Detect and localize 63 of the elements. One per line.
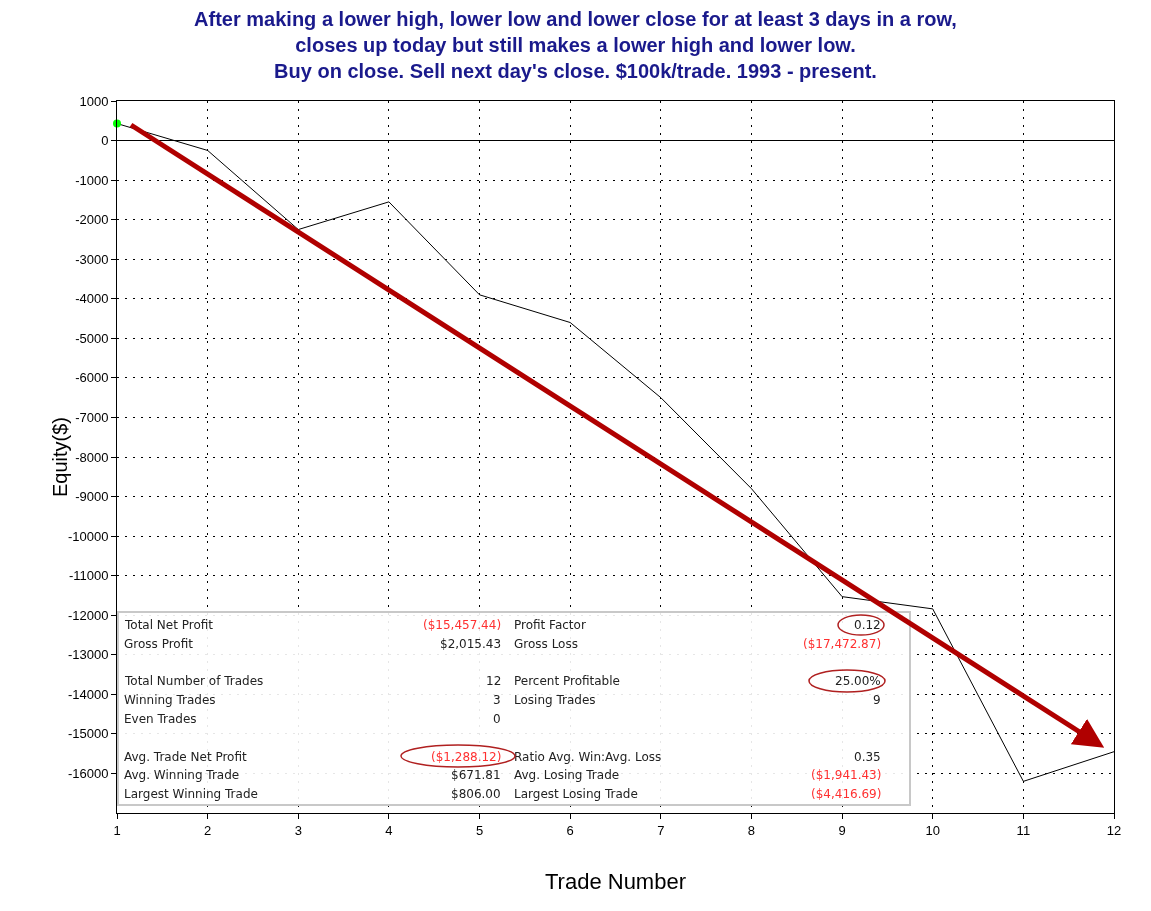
annotation: Losing Trades [514, 693, 596, 707]
y-tick-label: -10000 [67, 528, 109, 544]
x-tick-label: 9 [838, 822, 846, 838]
annotation: 12 [486, 674, 502, 688]
annotation: Total Number of Trades [124, 674, 264, 688]
y-axis-title: Equity($) [49, 416, 71, 498]
y-tick-label: -8000 [75, 449, 109, 465]
annotation: 3 [493, 693, 501, 707]
y-tick-label: -13000 [67, 647, 109, 663]
annotation: 0.12 [854, 618, 881, 632]
y-tick-label: -4000 [75, 291, 109, 307]
annotation: Percent Profitable [514, 674, 620, 688]
annotation: ($15,457.44) [423, 618, 502, 632]
y-tick-label: -2000 [75, 212, 109, 228]
x-tick-label: 12 [1106, 822, 1122, 838]
annotation: Winning Trades [124, 693, 216, 707]
y-tick-label: -9000 [75, 489, 109, 505]
annotation: 0 [493, 712, 501, 726]
x-tick-label: 10 [925, 822, 940, 838]
x-tick-label: 1 [113, 822, 121, 838]
y-tick-label: -11000 [68, 568, 109, 584]
x-tick-label: 7 [657, 822, 665, 838]
x-tick-label: 8 [747, 822, 756, 838]
annotation: Gross Loss [514, 637, 578, 651]
annotation: ($4,416.69) [811, 787, 882, 801]
y-tick-label: -6000 [75, 370, 109, 386]
annotation: 9 [873, 693, 881, 707]
annotation: Avg. Losing Trade [514, 768, 620, 782]
annotation: $671.81 [451, 768, 501, 782]
annotation: Gross Profit [124, 637, 194, 651]
y-tick-label: -3000 [75, 251, 109, 267]
annotation: Largest Losing Trade [514, 787, 638, 801]
y-tick-label: -15000 [67, 726, 109, 742]
y-tick-label: -14000 [67, 686, 109, 702]
x-tick-label: 5 [475, 822, 484, 838]
chart-title: After making a lower high, lower low and lower close for at least 3 days in a row, closes up today but still makes a lower high and lower low. Buy on close. Sell next day's close. $100k/trade. 1993 - present. [194, 7, 957, 82]
x-tick-label: 6 [566, 822, 574, 838]
annotation: Largest Winning Trade [124, 787, 258, 801]
annotation: Even Trades [124, 712, 197, 726]
annotation: Profit Factor [514, 618, 586, 632]
annotation: Ratio Avg. Win:Avg. Loss [514, 750, 662, 764]
y-tick-label: -16000 [67, 765, 109, 781]
annotation: 0.35 [854, 750, 881, 764]
y-tick-label: -12000 [67, 607, 109, 623]
annotation: ($17,472.87) [803, 637, 882, 651]
annotation: Total Net Profit [124, 618, 214, 632]
annotation: Avg. Trade Net Profit [124, 750, 247, 764]
x-axis-title: Trade Number [544, 869, 687, 894]
annotation: ($1,941.43) [811, 768, 882, 782]
x-tick-label: 2 [204, 822, 212, 838]
x-tick-label: 11 [1016, 822, 1031, 838]
x-tick-label: 3 [294, 822, 302, 838]
annotation: $806.00 [451, 787, 501, 801]
annotation: $2,015.43 [440, 637, 502, 651]
annotation: ($1,288.12) [431, 750, 502, 764]
y-tick-label: 1000 [79, 93, 109, 109]
y-tick-label: -1000 [75, 172, 109, 188]
y-tick-label: 0 [101, 133, 109, 149]
y-tick-label: -5000 [75, 330, 109, 346]
y-tick-label: -7000 [75, 409, 109, 425]
x-tick-label: 4 [385, 822, 393, 838]
annotation: Avg. Winning Trade [124, 768, 240, 782]
annotation: 25.00% [835, 674, 881, 688]
